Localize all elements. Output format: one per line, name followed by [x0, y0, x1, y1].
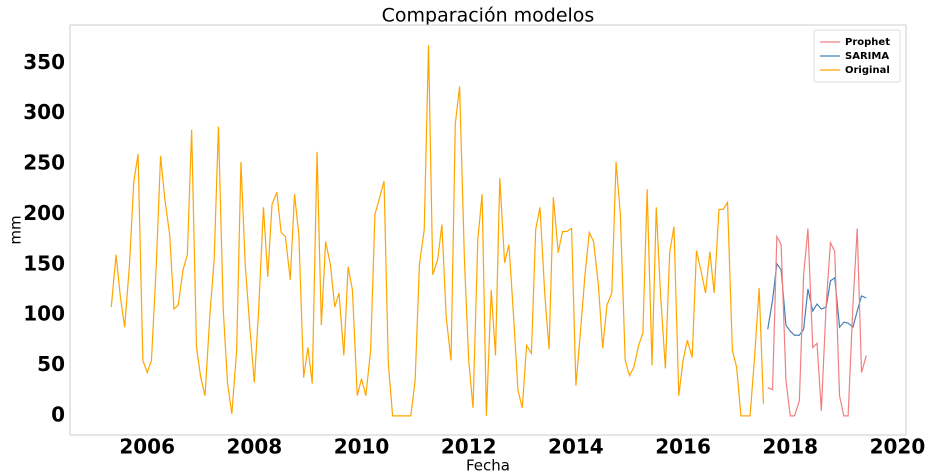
y-axis-label: mm — [7, 215, 25, 244]
y-tick-label: 350 — [23, 50, 65, 74]
y-tick-label: 300 — [23, 100, 65, 124]
legend-box — [813, 29, 901, 83]
y-tick-label: 250 — [23, 151, 65, 175]
x-tick-label: 2016 — [655, 435, 711, 459]
series-line — [110, 45, 765, 417]
y-tick-label: 200 — [23, 201, 65, 225]
series-line — [767, 228, 867, 417]
legend-label: Prophet — [845, 37, 890, 48]
plot-area — [69, 24, 907, 436]
series-line — [767, 262, 867, 336]
legend-label: Original — [845, 65, 890, 76]
x-tick-label: 2020 — [870, 435, 925, 459]
y-tick-label: 0 — [51, 402, 65, 426]
x-tick-label: 2010 — [334, 435, 390, 459]
legend-label: SARIMA — [845, 51, 889, 62]
y-tick-label: 150 — [23, 251, 65, 275]
y-tick-label: 100 — [23, 302, 65, 326]
y-tick-label: 50 — [37, 352, 65, 376]
x-tick-label: 2018 — [762, 435, 818, 459]
chart-title: Comparación modelos — [382, 5, 595, 27]
x-tick-label: 2014 — [548, 435, 604, 459]
x-tick-label: 2006 — [119, 435, 175, 459]
x-tick-label: 2008 — [227, 435, 283, 459]
x-axis-label: Fecha — [466, 457, 510, 474]
x-tick-label: 2012 — [441, 435, 497, 459]
